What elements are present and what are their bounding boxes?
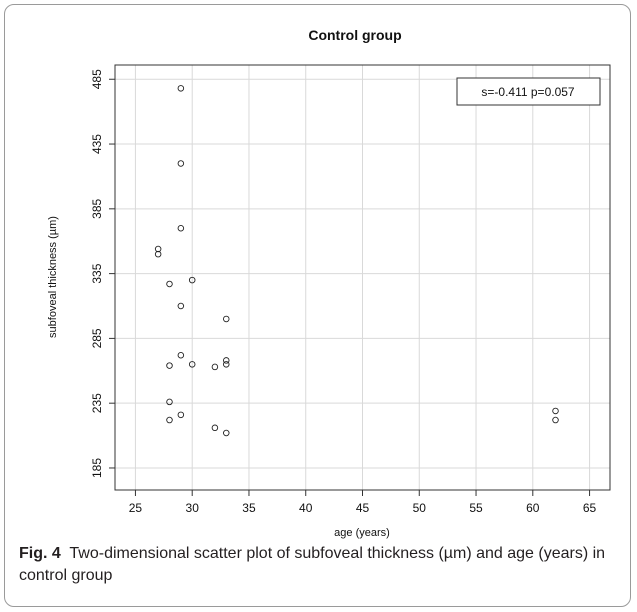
- figure-label: Fig. 4: [19, 545, 61, 562]
- data-point: [223, 315, 230, 323]
- chart-title: Control group: [308, 27, 401, 43]
- x-tick-label: 35: [242, 501, 256, 515]
- annotation-box: [456, 77, 601, 106]
- x-axis: 25 30 35 40 45 50 55 60 65: [129, 490, 597, 515]
- data-point: [154, 250, 162, 258]
- annotation-text: s=-0.411 p=0.057: [481, 85, 575, 99]
- data-point: [177, 85, 185, 92]
- data-points: [154, 85, 559, 437]
- data-point: [188, 361, 196, 368]
- data-point: [177, 160, 185, 167]
- scatter-chart: Control group 25 30 35 40 45 50 55 60 65 185 235 2…: [47, 27, 611, 539]
- caption-text: Two-dimensional scatter plot of subfovea…: [19, 545, 606, 584]
- y-tick-label: 385: [90, 198, 104, 218]
- x-tick-label: 45: [356, 501, 370, 515]
- data-point: [177, 411, 185, 419]
- data-point: [552, 416, 559, 424]
- stat-annotation: s=-0.411 p=0.057: [456, 77, 601, 106]
- data-point: [166, 416, 173, 424]
- data-point: [552, 407, 559, 415]
- data-point: [177, 302, 185, 310]
- data-point: [177, 225, 185, 232]
- x-tick-label: 60: [526, 501, 540, 515]
- x-tick-label: 25: [129, 501, 143, 515]
- data-point: [166, 280, 173, 288]
- y-tick-label: 485: [90, 69, 104, 89]
- data-point: [188, 276, 196, 284]
- y-tick-label: 285: [90, 328, 104, 348]
- data-point: [166, 398, 173, 406]
- x-tick-label: 50: [413, 501, 427, 515]
- y-axis-label: subfoveal thickness (µm): [47, 216, 59, 338]
- data-point: [223, 429, 230, 437]
- data-point: [211, 363, 219, 371]
- figure-caption: Fig. 4 Two-dimensional scatter plot of s…: [19, 543, 619, 587]
- data-point: [166, 362, 173, 369]
- x-axis-label: age (years): [334, 527, 390, 539]
- x-tick-label: 30: [186, 501, 200, 515]
- y-axis: 185 235 285 335 385 435 485: [90, 69, 115, 478]
- x-tick-label: 40: [299, 501, 313, 515]
- y-tick-label: 335: [90, 263, 104, 283]
- data-point: [223, 357, 230, 364]
- grid-lines: [115, 65, 610, 490]
- data-point: [177, 351, 185, 359]
- figure-frame: Control group 25 30 35 40 45 50 55 60 65 185 235 2…: [4, 4, 631, 607]
- data-point: [211, 424, 219, 432]
- y-tick-label: 185: [90, 458, 104, 478]
- x-tick-label: 55: [469, 501, 483, 515]
- x-tick-label: 65: [583, 501, 597, 515]
- data-point: [223, 361, 230, 368]
- y-tick-label: 235: [90, 393, 104, 413]
- y-tick-label: 435: [90, 134, 104, 154]
